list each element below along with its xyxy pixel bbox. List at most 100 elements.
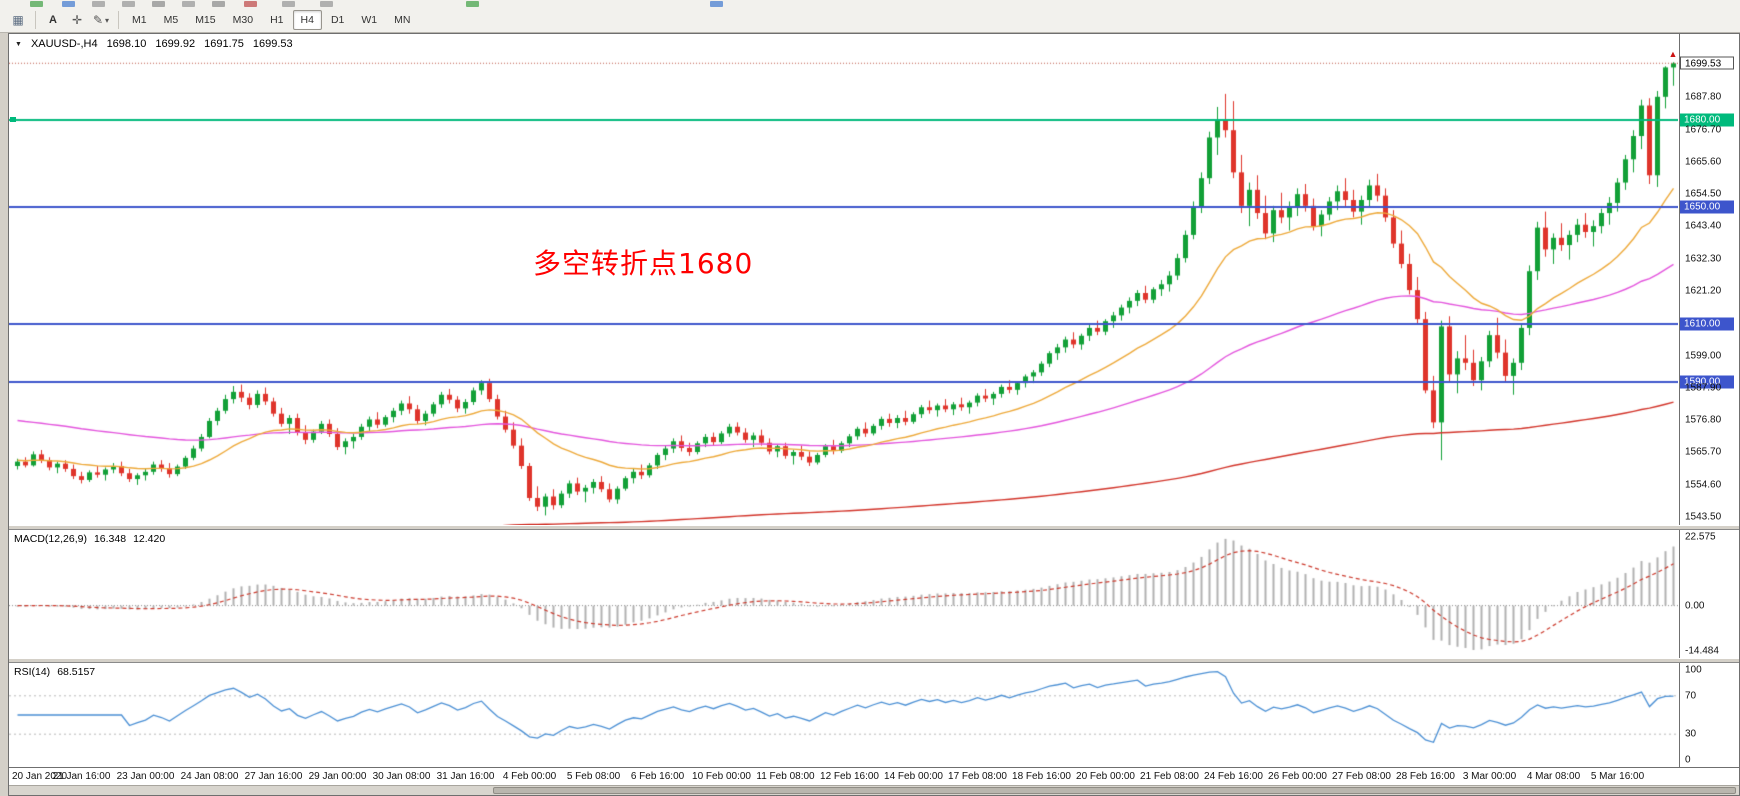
price-scale[interactable]: 1699.53 1680.00 1650.00 1610.00 1590.00 1687.… <box>1679 34 1739 525</box>
time-label: 26 Feb 00:00 <box>1268 771 1327 782</box>
chart-window: ▼ XAUUSD-,H4 1698.10 1699.92 1691.75 169… <box>8 33 1740 796</box>
macd-canvas[interactable] <box>9 530 1678 658</box>
time-label: 12 Feb 16:00 <box>820 771 879 782</box>
toolbar-partial-icon <box>244 1 257 7</box>
time-label: 14 Feb 00:00 <box>884 771 943 782</box>
macd-tick-label: 0.00 <box>1685 600 1705 612</box>
hline-price-tag: 1610.00 <box>1680 317 1734 331</box>
toolbar-partial-icon <box>710 1 723 7</box>
time-label: 27 Feb 08:00 <box>1332 771 1391 782</box>
timeframe-button-d1[interactable]: D1 <box>323 10 352 30</box>
hline-price-tag: 1650.00 <box>1680 200 1734 214</box>
rsi-tick-label: 0 <box>1685 754 1691 766</box>
time-label: 10 Feb 00:00 <box>692 771 751 782</box>
toolbar-partial-icon <box>212 1 225 7</box>
rsi-label: RSI(14) 68.5157 <box>14 666 95 678</box>
time-label: 31 Jan 16:00 <box>436 771 495 782</box>
price-tick-label: 1587.90 <box>1685 382 1722 394</box>
macd-value-signal: 12.420 <box>133 533 166 545</box>
time-label: 18 Feb 16:00 <box>1012 771 1071 782</box>
toolbar-partial-icon <box>92 1 105 7</box>
time-label: 21 Jan 16:00 <box>52 771 111 782</box>
timeframe-button-m15[interactable]: M15 <box>187 10 223 30</box>
tile-windows-button[interactable]: ▦ <box>7 10 29 30</box>
toolbar-separator <box>118 11 119 29</box>
toolbar-row: ▦ A ✛ ✎ ▾ M1 M5 M15 M30 H1 H4 D1 W1 MN <box>0 8 1740 32</box>
tile-windows-icon: ▦ <box>12 13 24 27</box>
time-label: 20 Feb 00:00 <box>1076 771 1135 782</box>
timeframe-button-m5[interactable]: M5 <box>156 10 187 30</box>
draw-tool-button[interactable]: ✎ ▾ <box>90 10 112 30</box>
time-label: 4 Mar 08:00 <box>1526 771 1581 782</box>
main-toolbar: ▦ A ✛ ✎ ▾ M1 M5 M15 M30 H1 H4 D1 W1 MN <box>0 0 1740 33</box>
ohlc-open: 1698.10 <box>106 38 147 50</box>
time-label: 28 Feb 16:00 <box>1396 771 1455 782</box>
hline-price-tag: 1590.00 <box>1680 375 1734 389</box>
timeframe-button-w1[interactable]: W1 <box>353 10 385 30</box>
ohlc-close: 1699.53 <box>252 38 293 50</box>
pane-separator[interactable] <box>9 658 1739 663</box>
price-tick-label: 1687.80 <box>1685 91 1722 103</box>
collapse-triangle-icon[interactable]: ▼ <box>15 40 22 48</box>
toolbar-partial-icon <box>152 1 165 7</box>
crosshair-icon: ✛ <box>71 13 83 27</box>
timeframe-button-m30[interactable]: M30 <box>225 10 261 30</box>
price-tick-label: 1621.20 <box>1685 285 1722 297</box>
rsi-title: RSI(14) <box>14 666 51 678</box>
text-tool-button[interactable]: A <box>42 10 64 30</box>
pane-separator[interactable] <box>9 525 1739 530</box>
timeframe-button-m1[interactable]: M1 <box>124 10 155 30</box>
scrollbar-thumb[interactable] <box>493 787 1736 794</box>
hline-handle-icon <box>10 117 16 123</box>
time-label: 17 Feb 08:00 <box>948 771 1007 782</box>
toolbar-partial-icon <box>320 1 333 7</box>
time-label: 20 Jan 2020 <box>12 771 68 782</box>
time-label: 5 Mar 16:00 <box>1590 771 1645 782</box>
rsi-value: 68.5157 <box>57 666 96 678</box>
macd-pane: MACD(12,26,9) 16.348 12.420 22.575 0.00 -1… <box>9 530 1739 658</box>
time-label: 3 Mar 00:00 <box>1462 771 1517 782</box>
timeframe-button-mn[interactable]: MN <box>386 10 418 30</box>
toolbar-overflow-row <box>0 0 1740 8</box>
chart-annotation: 多空转折点1680 <box>533 247 754 280</box>
price-chart-canvas[interactable] <box>9 34 1678 525</box>
price-tick-label: 1643.40 <box>1685 220 1722 232</box>
crosshair-tool-button[interactable]: ✛ <box>66 10 88 30</box>
price-tick-label: 1654.50 <box>1685 188 1722 200</box>
price-tick-label: 1665.60 <box>1685 156 1722 168</box>
time-axis[interactable]: 20 Jan 2020 21 Jan 16:00 23 Jan 00:00 24 Ja… <box>9 767 1739 785</box>
time-label: 24 Feb 16:00 <box>1204 771 1263 782</box>
timeframe-button-h4[interactable]: H4 <box>292 10 322 30</box>
time-label: 24 Jan 08:00 <box>180 771 239 782</box>
toolbar-partial-icon <box>182 1 195 7</box>
price-tick-label: 1576.80 <box>1685 414 1722 426</box>
toolbar-separator <box>35 11 36 29</box>
ohlc-low: 1691.75 <box>204 38 244 50</box>
time-label: 30 Jan 08:00 <box>372 771 431 782</box>
text-tool-icon: A <box>49 14 57 26</box>
macd-tick-label: -14.484 <box>1685 645 1719 657</box>
toolbar-partial-icon <box>30 1 43 7</box>
rsi-canvas[interactable] <box>9 663 1678 767</box>
price-arrow-icon: ▲ <box>1668 49 1678 60</box>
rsi-tick-label: 100 <box>1685 664 1702 676</box>
macd-label: MACD(12,26,9) 16.348 12.420 <box>14 533 165 545</box>
dropdown-arrow-icon: ▾ <box>105 15 110 25</box>
price-tick-label: 1565.70 <box>1685 446 1722 458</box>
toolbar-partial-icon <box>122 1 135 7</box>
toolbar-partial-icon <box>62 1 75 7</box>
time-label: 4 Feb 00:00 <box>502 771 557 782</box>
price-tick-label: 1599.00 <box>1685 350 1722 362</box>
timeframe-button-h1[interactable]: H1 <box>262 10 291 30</box>
pencil-icon: ✎ <box>92 13 104 27</box>
ohlc-high: 1699.92 <box>155 38 196 50</box>
toolbar-partial-icon <box>466 1 479 7</box>
rsi-tick-label: 70 <box>1685 690 1697 702</box>
symbol-label: XAUUSD-,H4 <box>30 38 98 50</box>
horizontal-scrollbar[interactable] <box>9 785 1739 795</box>
time-label: 27 Jan 16:00 <box>244 771 303 782</box>
macd-tick-label: 22.575 <box>1685 531 1716 543</box>
macd-scale[interactable]: 22.575 0.00 -14.484 <box>1679 530 1739 658</box>
rsi-scale[interactable]: 100 70 30 0 <box>1679 663 1739 767</box>
time-label: 6 Feb 16:00 <box>630 771 685 782</box>
